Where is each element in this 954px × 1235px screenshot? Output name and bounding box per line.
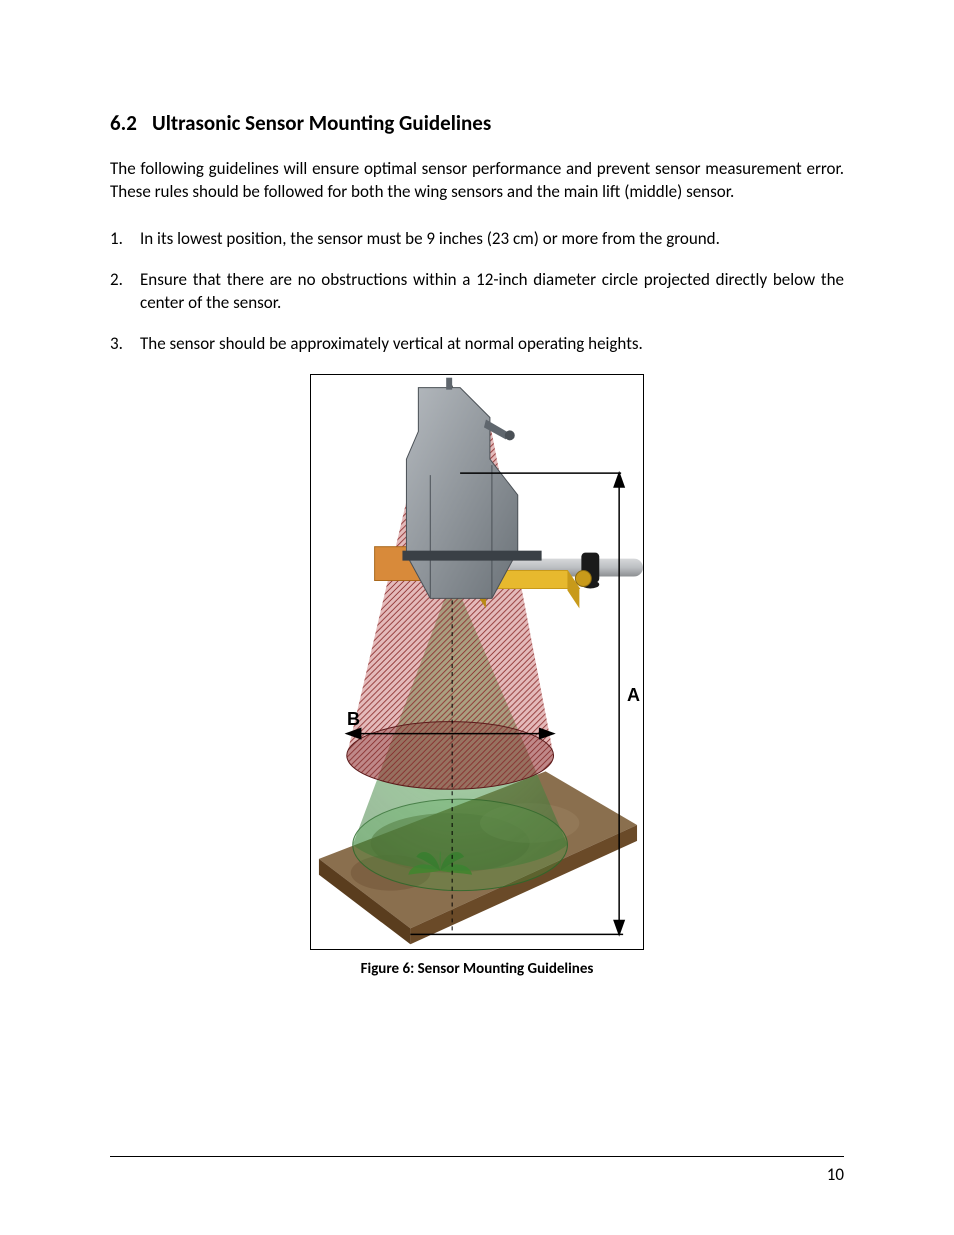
figure-image: A B <box>310 374 644 950</box>
list-text: In its lowest position, the sensor must … <box>140 228 844 251</box>
heading-number: 6.2 <box>110 110 152 136</box>
figure-caption: Figure 6: Sensor Mounting Guidelines <box>361 960 594 978</box>
list-number: 1. <box>110 228 140 251</box>
list-number: 2. <box>110 269 140 315</box>
footer-rule <box>110 1156 844 1157</box>
figure-label-a: A <box>627 685 640 706</box>
figure-svg <box>311 375 643 949</box>
section-heading: 6.2 Ultrasonic Sensor Mounting Guideline… <box>110 110 844 136</box>
list-text: Ensure that there are no obstructions wi… <box>140 269 844 315</box>
list-number: 3. <box>110 333 140 356</box>
figure-label-b: B <box>347 709 360 730</box>
guideline-list: 1. In its lowest position, the sensor mu… <box>110 228 844 356</box>
figure-container: A B Figure 6: Sensor Mounting Guidelines <box>110 374 844 978</box>
list-item: 1. In its lowest position, the sensor mu… <box>110 228 844 251</box>
list-item: 3. The sensor should be approximately ve… <box>110 333 844 356</box>
page: 6.2 Ultrasonic Sensor Mounting Guideline… <box>0 0 954 1235</box>
page-number: 10 <box>827 1164 844 1185</box>
list-item: 2. Ensure that there are no obstructions… <box>110 269 844 315</box>
heading-text: Ultrasonic Sensor Mounting Guidelines <box>152 110 491 136</box>
list-text: The sensor should be approximately verti… <box>140 333 844 356</box>
intro-paragraph: The following guidelines will ensure opt… <box>110 158 844 204</box>
